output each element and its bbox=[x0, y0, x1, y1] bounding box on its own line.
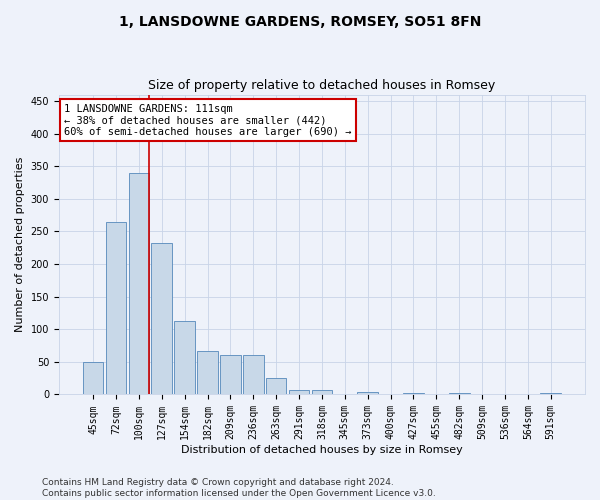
Bar bbox=[403, 392, 424, 394]
Bar bbox=[128, 173, 149, 394]
Bar bbox=[266, 378, 286, 394]
Bar bbox=[311, 390, 332, 394]
Y-axis label: Number of detached properties: Number of detached properties bbox=[15, 157, 25, 332]
Bar bbox=[197, 351, 218, 395]
Text: 1 LANSDOWNE GARDENS: 111sqm
← 38% of detached houses are smaller (442)
60% of se: 1 LANSDOWNE GARDENS: 111sqm ← 38% of det… bbox=[64, 104, 352, 137]
Text: Contains HM Land Registry data © Crown copyright and database right 2024.
Contai: Contains HM Land Registry data © Crown c… bbox=[42, 478, 436, 498]
Bar bbox=[106, 222, 126, 394]
X-axis label: Distribution of detached houses by size in Romsey: Distribution of detached houses by size … bbox=[181, 445, 463, 455]
Bar bbox=[151, 243, 172, 394]
Bar bbox=[175, 321, 195, 394]
Bar bbox=[358, 392, 378, 394]
Bar bbox=[220, 354, 241, 395]
Bar bbox=[541, 392, 561, 394]
Bar bbox=[289, 390, 310, 394]
Bar bbox=[449, 393, 470, 394]
Title: Size of property relative to detached houses in Romsey: Size of property relative to detached ho… bbox=[148, 79, 496, 92]
Bar bbox=[243, 354, 263, 395]
Text: 1, LANSDOWNE GARDENS, ROMSEY, SO51 8FN: 1, LANSDOWNE GARDENS, ROMSEY, SO51 8FN bbox=[119, 15, 481, 29]
Bar bbox=[83, 362, 103, 394]
